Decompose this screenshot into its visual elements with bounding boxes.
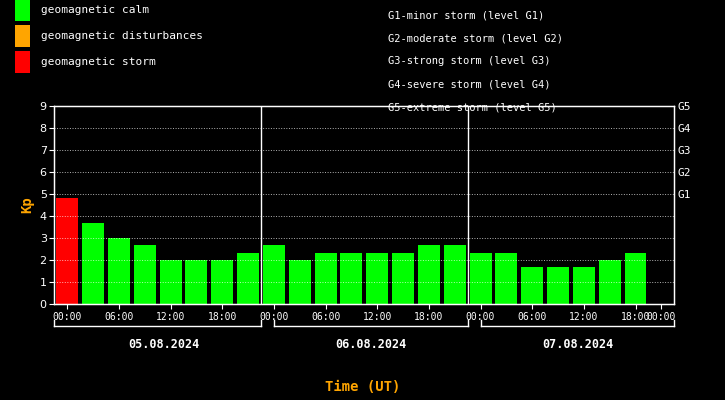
Bar [418, 244, 440, 304]
Bar [521, 266, 543, 304]
Bar [315, 254, 336, 304]
Bar [366, 254, 388, 304]
Bar [392, 254, 414, 304]
Text: G5-extreme storm (level G5): G5-extreme storm (level G5) [388, 103, 557, 113]
Text: geomagnetic calm: geomagnetic calm [41, 5, 149, 15]
Text: geomagnetic disturbances: geomagnetic disturbances [41, 31, 203, 41]
Text: G4-severe storm (level G4): G4-severe storm (level G4) [388, 80, 550, 90]
Text: geomagnetic storm: geomagnetic storm [41, 57, 156, 67]
Text: G2-moderate storm (level G2): G2-moderate storm (level G2) [388, 33, 563, 43]
Text: G1-minor storm (level G1): G1-minor storm (level G1) [388, 10, 544, 20]
Bar [547, 266, 569, 304]
Bar [289, 260, 311, 304]
Text: 07.08.2024: 07.08.2024 [542, 338, 613, 350]
Bar [108, 238, 130, 304]
Bar [495, 254, 518, 304]
Bar [263, 244, 285, 304]
Bar [211, 260, 233, 304]
Bar [599, 260, 621, 304]
Text: 05.08.2024: 05.08.2024 [128, 338, 200, 350]
Text: Time (UT): Time (UT) [325, 380, 400, 394]
Bar [624, 254, 647, 304]
Bar [160, 260, 181, 304]
Bar [134, 244, 156, 304]
Bar [573, 266, 594, 304]
Bar [444, 244, 465, 304]
Bar [470, 254, 492, 304]
Text: 06.08.2024: 06.08.2024 [335, 338, 407, 350]
Y-axis label: Kp: Kp [20, 197, 34, 213]
Bar [237, 254, 259, 304]
Bar [341, 254, 362, 304]
Text: G3-strong storm (level G3): G3-strong storm (level G3) [388, 56, 550, 66]
Bar [186, 260, 207, 304]
Bar [82, 222, 104, 304]
Bar [57, 198, 78, 304]
